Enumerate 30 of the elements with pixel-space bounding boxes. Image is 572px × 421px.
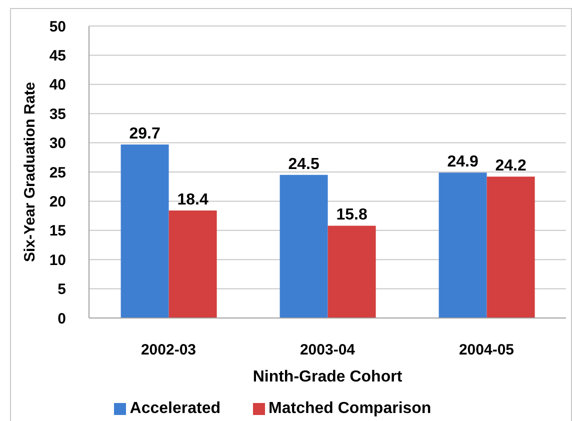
data-label: 24.2 [495,158,526,175]
bar [280,174,328,318]
bar [486,176,535,318]
y-tick-label: 40 [49,76,66,94]
data-label: 24.5 [288,156,320,173]
data-label: 24.9 [447,154,478,171]
bar [438,172,487,318]
legend-label: Matched Comparison [268,400,432,417]
y-tick-label: 30 [49,135,66,152]
data-label: 15.8 [336,206,368,224]
bar [328,226,376,318]
y-tick-label: 5 [58,281,66,298]
y-tick-label: 10 [49,252,66,269]
y-tick-label: 45 [49,48,66,65]
y-tick-label: 20 [49,194,66,211]
y-tick-label: 35 [49,106,66,123]
x-tick-label: 2003-04 [300,342,356,359]
y-tick-label: 15 [49,222,66,240]
y-axis-title: Six-Year Graduation Rate [22,82,38,262]
y-tick-label: 25 [49,164,66,182]
x-tick-label: 2004-05 [458,342,514,359]
x-tick-label: 2002-03 [140,342,196,359]
bar [168,210,217,318]
bar [120,144,169,318]
data-label: 18.4 [177,192,208,209]
x-axis-title: Ninth-Grade Cohort [252,368,403,386]
y-tick-label: 50 [49,18,66,36]
legend-label: Accelerated [130,400,221,417]
data-label: 29.7 [129,126,160,143]
y-tick-label: 0 [58,310,66,328]
